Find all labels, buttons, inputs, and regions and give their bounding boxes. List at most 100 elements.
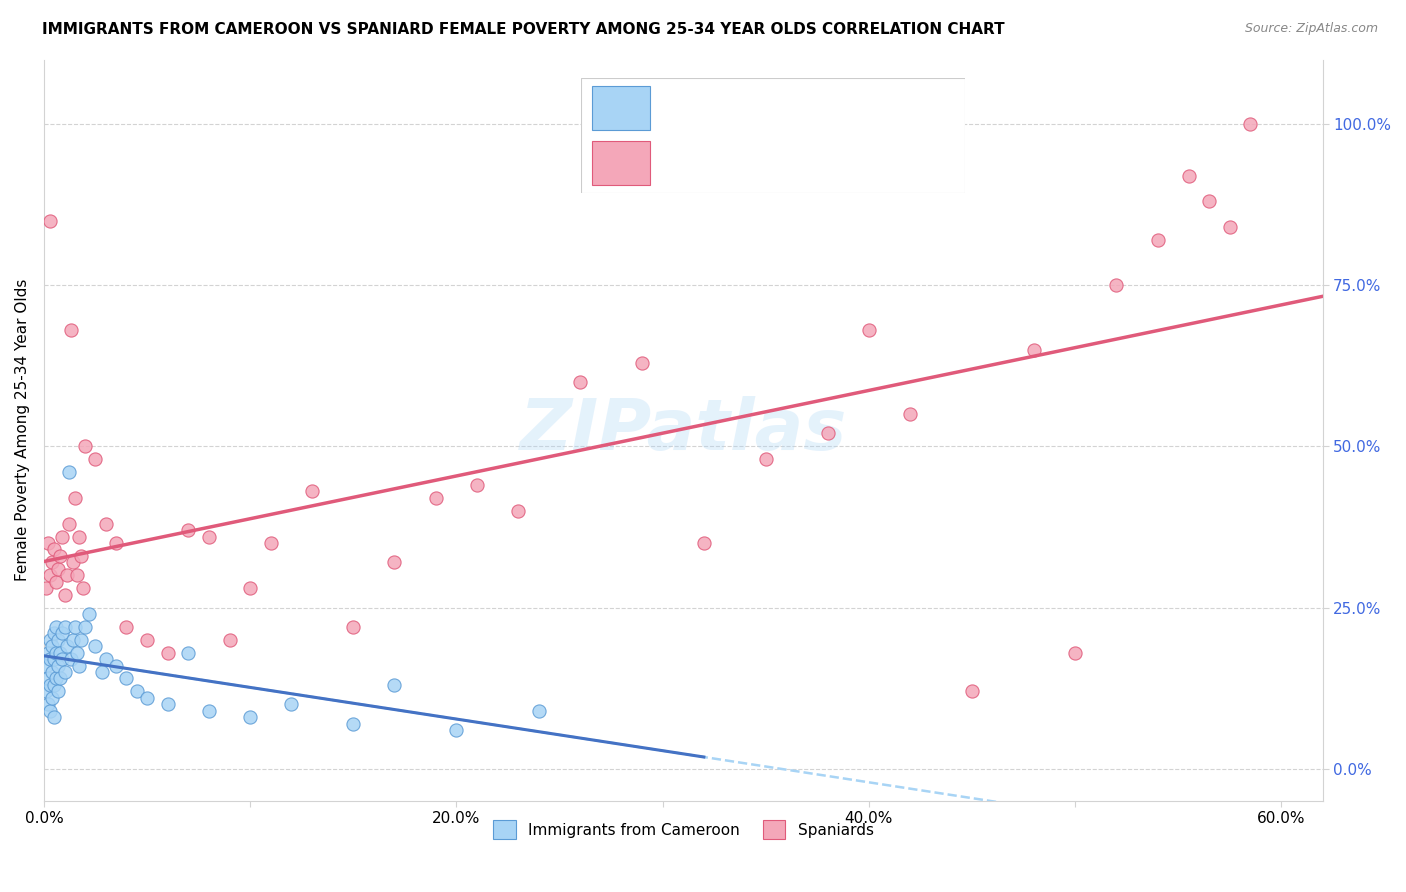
Point — [70, 632, 93, 647]
Point — [41, 555, 63, 569]
Point — [46, 658, 69, 673]
Point — [177, 523, 200, 537]
Point — [44, 542, 66, 557]
Point — [41, 665, 63, 679]
Point — [35, 581, 58, 595]
Point — [136, 690, 159, 705]
Point — [51, 626, 73, 640]
Point — [44, 652, 66, 666]
Point — [53, 588, 76, 602]
Point — [1022, 343, 1045, 357]
Point — [94, 652, 117, 666]
Point — [75, 439, 97, 453]
Legend: Immigrants from Cameroon, Spaniards: Immigrants from Cameroon, Spaniards — [486, 814, 880, 845]
Point — [198, 704, 221, 718]
Point — [67, 658, 90, 673]
Point — [55, 639, 77, 653]
Point — [70, 549, 93, 563]
Point — [39, 568, 62, 582]
Point — [384, 555, 406, 569]
Point — [45, 646, 67, 660]
Point — [569, 375, 592, 389]
Point — [631, 355, 654, 369]
Point — [67, 530, 90, 544]
Point — [58, 465, 80, 479]
Point — [37, 646, 59, 660]
Point — [94, 516, 117, 531]
Point — [39, 213, 62, 227]
Point — [72, 581, 94, 595]
Point — [508, 504, 530, 518]
Point — [49, 646, 72, 660]
Point — [446, 723, 468, 737]
Text: ZIPatlas: ZIPatlas — [520, 396, 846, 465]
Point — [75, 620, 97, 634]
Point — [177, 646, 200, 660]
Point — [1146, 233, 1168, 247]
Point — [301, 484, 323, 499]
Point — [1198, 194, 1220, 209]
Point — [136, 632, 159, 647]
Point — [35, 684, 58, 698]
Point — [39, 652, 62, 666]
Point — [384, 678, 406, 692]
Point — [898, 407, 921, 421]
Point — [1064, 646, 1087, 660]
Point — [77, 607, 100, 621]
Point — [198, 530, 221, 544]
Point — [90, 665, 112, 679]
Point — [37, 672, 59, 686]
Point — [49, 672, 72, 686]
Point — [239, 581, 262, 595]
Point — [53, 620, 76, 634]
Text: IMMIGRANTS FROM CAMEROON VS SPANIARD FEMALE POVERTY AMONG 25-34 YEAR OLDS CORREL: IMMIGRANTS FROM CAMEROON VS SPANIARD FEM… — [42, 22, 1005, 37]
Point — [858, 323, 880, 337]
Point — [755, 452, 778, 467]
Text: Source: ZipAtlas.com: Source: ZipAtlas.com — [1244, 22, 1378, 36]
Point — [45, 574, 67, 589]
Point — [59, 323, 82, 337]
Point — [84, 639, 107, 653]
Point — [46, 632, 69, 647]
Point — [39, 704, 62, 718]
Point — [66, 568, 89, 582]
Point — [44, 626, 66, 640]
Point — [342, 716, 364, 731]
Point — [37, 697, 59, 711]
Point — [46, 684, 69, 698]
Point — [41, 690, 63, 705]
Point — [125, 684, 148, 698]
Point — [465, 478, 488, 492]
Point — [37, 536, 59, 550]
Point — [156, 697, 179, 711]
Point — [58, 516, 80, 531]
Point — [115, 620, 138, 634]
Point — [260, 536, 283, 550]
Point — [218, 632, 240, 647]
Point — [115, 672, 138, 686]
Point — [51, 652, 73, 666]
Point — [55, 568, 77, 582]
Point — [84, 452, 107, 467]
Point — [44, 678, 66, 692]
Point — [817, 426, 839, 441]
Point — [41, 639, 63, 653]
Point — [53, 665, 76, 679]
Point — [63, 491, 86, 505]
Point — [105, 658, 128, 673]
Point — [105, 536, 128, 550]
Point — [51, 530, 73, 544]
Point — [342, 620, 364, 634]
Point — [46, 562, 69, 576]
Point — [45, 672, 67, 686]
Point — [425, 491, 447, 505]
Point — [527, 704, 550, 718]
Point — [1105, 278, 1128, 293]
Point — [1239, 117, 1261, 131]
Point — [45, 620, 67, 634]
Y-axis label: Female Poverty Among 25-34 Year Olds: Female Poverty Among 25-34 Year Olds — [15, 279, 30, 582]
Point — [960, 684, 983, 698]
Point — [239, 710, 262, 724]
Point — [280, 697, 302, 711]
Point — [66, 646, 89, 660]
